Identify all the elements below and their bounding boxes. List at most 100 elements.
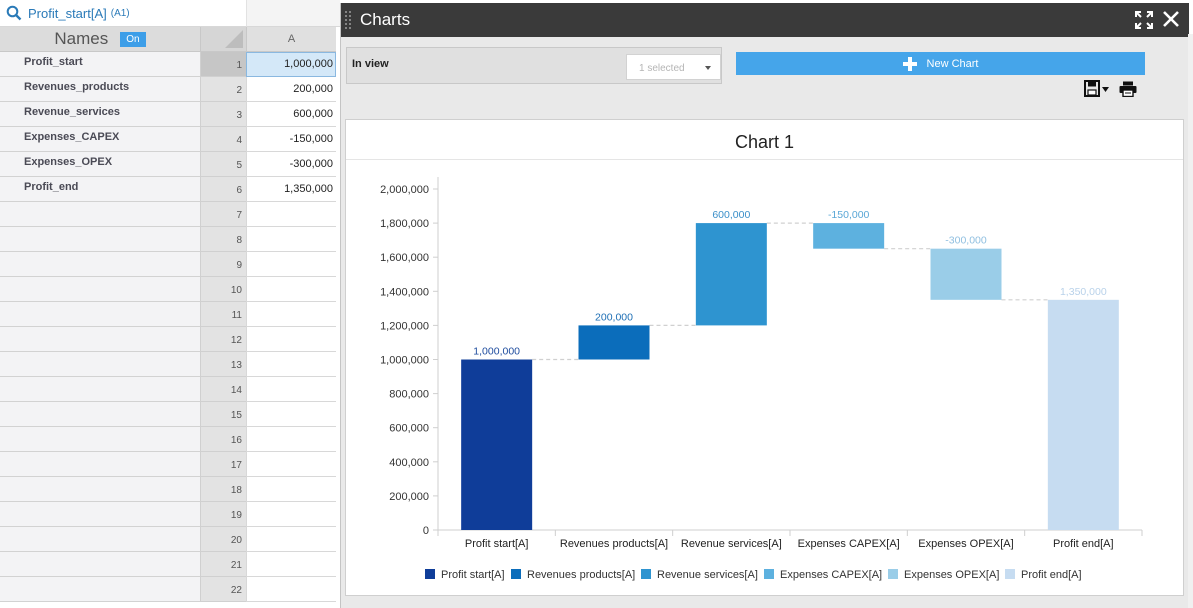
row-number[interactable]: 10 (200, 277, 246, 302)
defined-name-cell[interactable] (0, 327, 200, 352)
cell-a17[interactable] (246, 452, 336, 477)
defined-name-cell[interactable] (0, 427, 200, 452)
defined-name-cell[interactable] (0, 377, 200, 402)
row-number[interactable]: 5 (200, 152, 246, 177)
defined-name-cell[interactable] (0, 352, 200, 377)
data-label: 1,000,000 (473, 346, 520, 358)
defined-name-cell[interactable] (0, 227, 200, 252)
row-number[interactable]: 4 (200, 127, 246, 152)
row-number[interactable]: 17 (200, 452, 246, 477)
row-number[interactable]: 22 (200, 577, 246, 602)
save-icon[interactable] (1084, 80, 1110, 98)
defined-name-cell[interactable] (0, 552, 200, 577)
y-tick-label: 1,200,000 (380, 320, 429, 332)
row-number[interactable]: 21 (200, 552, 246, 577)
legend-swatch (641, 569, 651, 579)
cell-a10[interactable] (246, 277, 336, 302)
row-number[interactable]: 8 (200, 227, 246, 252)
defined-name-cell[interactable]: Expenses_OPEX (0, 152, 200, 177)
defined-name-cell[interactable]: Revenues_products (0, 77, 200, 102)
defined-name-cell[interactable]: Profit_end (0, 177, 200, 202)
legend-swatch (511, 569, 521, 579)
name-box[interactable]: Profit_start[A] (A1) (0, 0, 246, 27)
column-header-a[interactable]: A (246, 27, 336, 52)
row-number[interactable]: 18 (200, 477, 246, 502)
expand-icon[interactable] (1135, 11, 1153, 29)
row-number[interactable]: 3 (200, 102, 246, 127)
cell-a8[interactable] (246, 227, 336, 252)
row-number[interactable]: 1 (200, 52, 246, 77)
legend-entry: Profit end[A] (1021, 569, 1082, 581)
cell-a3[interactable]: 600,000 (246, 102, 336, 127)
defined-name-cell[interactable] (0, 477, 200, 502)
defined-name-cell[interactable] (0, 527, 200, 552)
row-number[interactable]: 16 (200, 427, 246, 452)
defined-name-cell[interactable]: Revenue_services (0, 102, 200, 127)
sheet-row: 8 (0, 227, 336, 252)
row-number[interactable]: 2 (200, 77, 246, 102)
cell-a19[interactable] (246, 502, 336, 527)
charts-panel: Charts In view 1 selected New (340, 3, 1189, 608)
row-number[interactable]: 12 (200, 327, 246, 352)
bar-6 (1047, 299, 1119, 530)
cell-a20[interactable] (246, 527, 336, 552)
defined-name-cell[interactable] (0, 202, 200, 227)
cell-a13[interactable] (246, 352, 336, 377)
defined-name-cell[interactable] (0, 452, 200, 477)
row-number[interactable]: 11 (200, 302, 246, 327)
cell-a2[interactable]: 200,000 (246, 77, 336, 102)
defined-name-cell[interactable] (0, 402, 200, 427)
cell-a18[interactable] (246, 477, 336, 502)
cell-a6[interactable]: 1,350,000 (246, 177, 336, 202)
cell-a21[interactable] (246, 552, 336, 577)
row-number[interactable]: 6 (200, 177, 246, 202)
select-all-corner[interactable] (200, 27, 246, 52)
row-number[interactable]: 9 (200, 252, 246, 277)
defined-name-cell[interactable]: Profit_start (0, 52, 200, 77)
chart-selector-dropdown[interactable]: 1 selected (626, 54, 721, 80)
data-label: 1,350,000 (1060, 286, 1107, 298)
cell-a7[interactable] (246, 202, 336, 227)
y-tick-label: 1,600,000 (380, 252, 429, 264)
print-icon[interactable] (1119, 81, 1137, 97)
cell-reference[interactable]: Profit_start[A] (28, 5, 107, 21)
legend-entry: Profit start[A] (441, 569, 505, 581)
cell-a11[interactable] (246, 302, 336, 327)
new-chart-button[interactable]: New Chart (736, 52, 1145, 75)
row-number[interactable]: 15 (200, 402, 246, 427)
cell-a14[interactable] (246, 377, 336, 402)
grip-icon[interactable] (344, 10, 352, 30)
names-column-header: Names On (0, 27, 200, 52)
row-number[interactable]: 13 (200, 352, 246, 377)
search-icon[interactable] (6, 5, 22, 21)
cell-a9[interactable] (246, 252, 336, 277)
cell-a1[interactable]: 1,000,000 (246, 52, 336, 77)
defined-name-cell[interactable] (0, 252, 200, 277)
close-icon[interactable] (1161, 9, 1181, 29)
x-tick-label: Expenses CAPEX[A] (798, 538, 900, 550)
x-tick-label: Revenues products[A] (560, 538, 668, 550)
row-number[interactable]: 20 (200, 527, 246, 552)
defined-name-cell[interactable]: Expenses_CAPEX (0, 127, 200, 152)
y-tick-label: 400,000 (389, 457, 429, 469)
cell-a22[interactable] (246, 577, 336, 602)
vertical-scrollbar[interactable] (1188, 34, 1193, 608)
defined-name-cell[interactable] (0, 277, 200, 302)
defined-name-cell[interactable] (0, 577, 200, 602)
row-number[interactable]: 7 (200, 202, 246, 227)
charts-panel-titlebar[interactable]: Charts (341, 3, 1189, 37)
defined-name-cell[interactable] (0, 502, 200, 527)
cell-a16[interactable] (246, 427, 336, 452)
cell-a5[interactable]: -300,000 (246, 152, 336, 177)
names-toggle[interactable]: On (120, 31, 146, 47)
cell-a4[interactable]: -150,000 (246, 127, 336, 152)
cell-a12[interactable] (246, 327, 336, 352)
names-title: Names (54, 29, 109, 48)
legend-swatch (425, 569, 435, 579)
defined-name-cell[interactable] (0, 302, 200, 327)
row-number[interactable]: 14 (200, 377, 246, 402)
row-number[interactable]: 19 (200, 502, 246, 527)
legend-swatch (1005, 569, 1015, 579)
y-tick-label: 1,000,000 (380, 355, 429, 367)
cell-a15[interactable] (246, 402, 336, 427)
